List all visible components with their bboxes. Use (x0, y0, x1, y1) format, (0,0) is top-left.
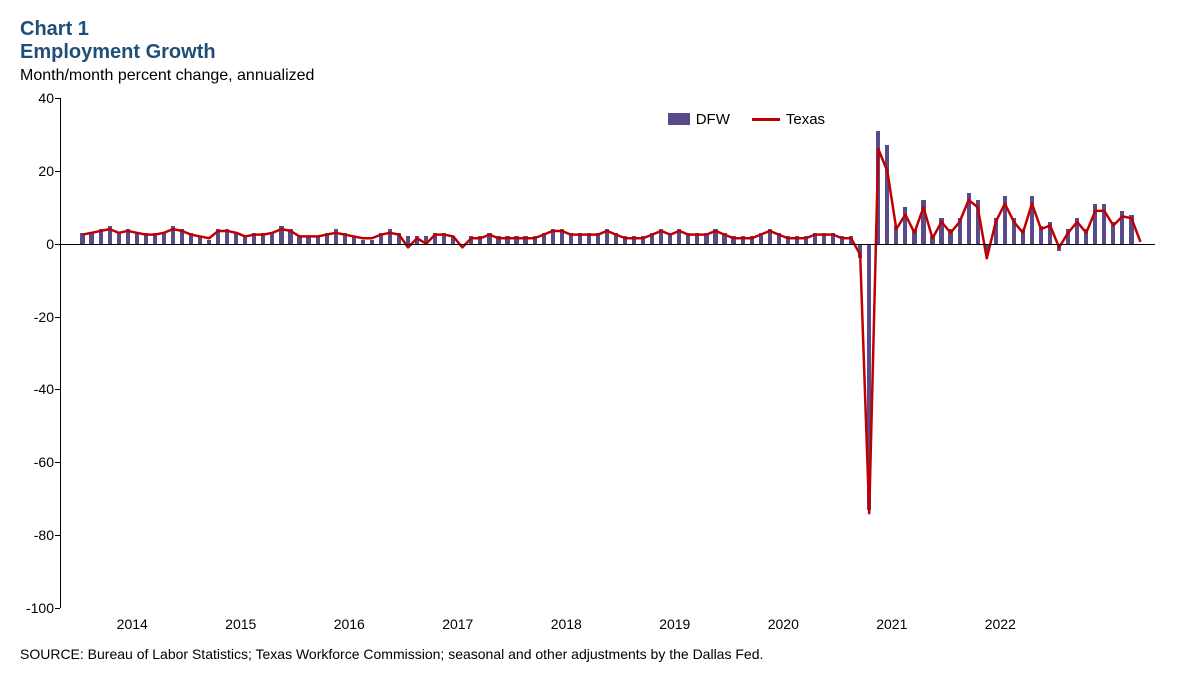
x-tick-label: 2019 (659, 608, 690, 632)
y-tick-label: 20 (16, 163, 60, 179)
x-tick-label: 2016 (334, 608, 365, 632)
x-tick-label: 2022 (985, 608, 1016, 632)
y-tick-label: 0 (16, 236, 60, 252)
legend-swatch-line (752, 118, 780, 121)
y-tick-label: 40 (16, 90, 60, 106)
x-tick-label: 2020 (768, 608, 799, 632)
chart-title: Employment Growth (20, 41, 1170, 64)
y-tick (55, 608, 60, 609)
x-tick-label: 2017 (442, 608, 473, 632)
x-axis (60, 244, 1155, 245)
legend-label: DFW (696, 111, 730, 128)
chart-subtitle: Month/month percent change, annualized (20, 67, 1170, 85)
line-series (60, 98, 1155, 608)
y-tick-label: -100 (16, 600, 60, 616)
legend: DFW Texas (668, 111, 825, 128)
x-tick-label: 2018 (551, 608, 582, 632)
y-tick-label: -20 (16, 309, 60, 325)
x-tick-label: 2015 (225, 608, 256, 632)
plot-area: -100-80-60-40-20020402014201520162017201… (60, 98, 1155, 608)
legend-item: DFW (668, 111, 730, 128)
x-tick-label: 2014 (117, 608, 148, 632)
y-tick-label: -40 (16, 381, 60, 397)
x-tick-label: 2021 (876, 608, 907, 632)
legend-swatch-bar (668, 113, 690, 125)
chart-number: Chart 1 (20, 18, 1170, 41)
y-tick-label: -60 (16, 454, 60, 470)
source-text: SOURCE: Bureau of Labor Statistics; Texa… (20, 646, 763, 662)
legend-label: Texas (786, 111, 825, 128)
y-tick-label: -80 (16, 527, 60, 543)
legend-item: Texas (752, 111, 825, 128)
chart-container: Chart 1 Employment Growth Month/month pe… (20, 18, 1170, 85)
